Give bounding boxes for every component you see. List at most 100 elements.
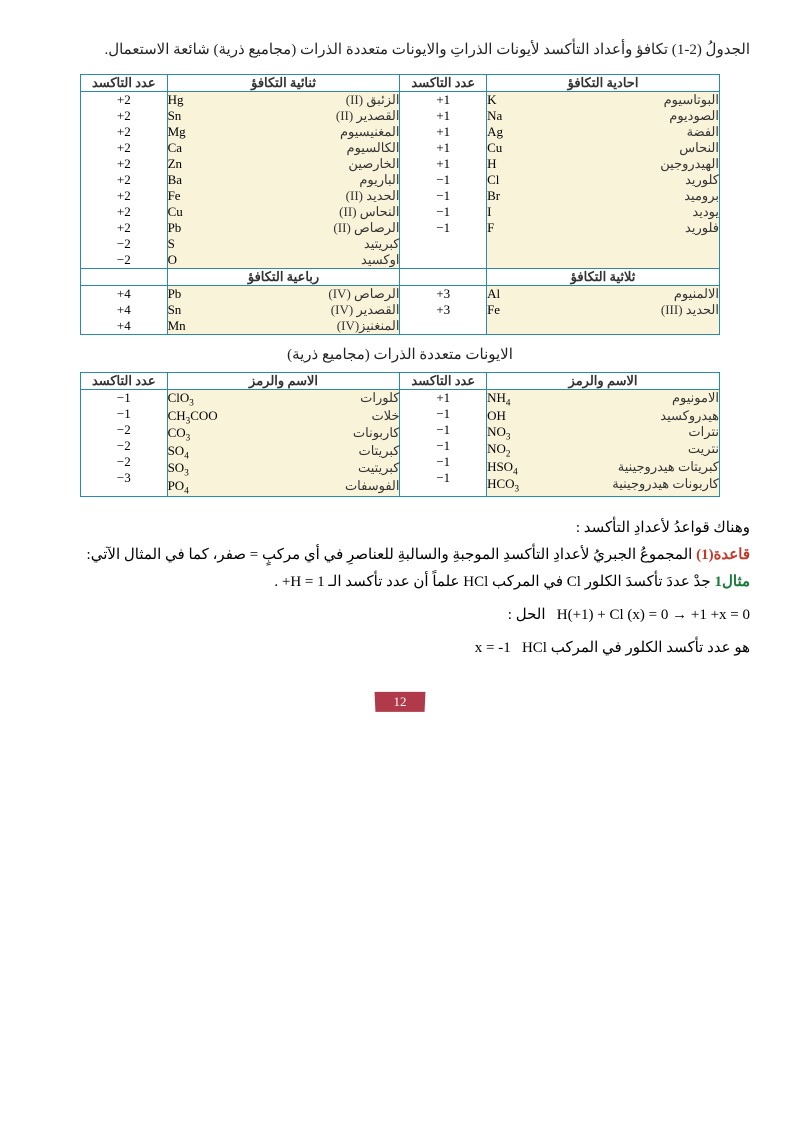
ox-col-monovalent: +1+1+1+1+1−1−1−1−1: [400, 92, 487, 269]
table-row: NO3نترات: [487, 424, 719, 442]
oxidation-number: +2: [81, 172, 167, 188]
page-number-badge: 12: [375, 691, 426, 711]
oxidation-number: −1: [400, 220, 486, 236]
element-name-ar: الالمنيوم: [532, 286, 719, 302]
oxidation-number: +2: [81, 220, 167, 236]
element-symbol: NO2: [487, 441, 532, 459]
example-1-line: مثال1 جدْ عددَ تأكسدَ الكلور Cl في المرك…: [50, 569, 750, 596]
element-symbol: F: [487, 220, 532, 236]
oxidation-number: −1: [81, 390, 167, 406]
element-name-ar: الباريوم: [213, 172, 400, 188]
table-row: Kالبوتاسيوم: [487, 92, 719, 108]
solution-result-ar: هو عدد تأكسد الكلور في المركب HCl: [522, 640, 750, 656]
oxidation-number: −1: [400, 188, 486, 204]
oxidation-number: +2: [81, 124, 167, 140]
element-symbol: Pb: [168, 220, 213, 236]
element-symbol: ClO3: [168, 390, 218, 408]
table-row: Feالحديد (II): [168, 188, 400, 204]
table-row: Clكلوريد: [487, 172, 719, 188]
oxidation-number: +2: [81, 140, 167, 156]
table-row: CH3COOخلات: [168, 408, 400, 426]
element-name-ar: القصدير (IV): [213, 302, 400, 318]
element-name-ar: كاربونات هيدروجينية: [532, 476, 719, 494]
element-name-ar: كبريتيت: [218, 460, 400, 478]
element-symbol: Mg: [168, 124, 213, 140]
oxidation-number: −1: [400, 422, 486, 438]
oxidation-number: −1: [400, 172, 486, 188]
element-symbol: H: [487, 156, 532, 172]
oxidation-number: −1: [400, 470, 486, 486]
hdr-ox2: عدد التاكسد: [81, 75, 168, 92]
hdr-poly-ox1: عدد التاكسد: [400, 373, 487, 390]
table-row: Agالفضة: [487, 124, 719, 140]
element-symbol: K: [487, 92, 532, 108]
table-row: Znالخارصين: [168, 156, 400, 172]
element-name-ar: الرصاص (II): [213, 220, 400, 236]
element-symbol: Fe: [487, 302, 532, 318]
element-name-ar: كبريتات هيدروجينية: [532, 459, 719, 477]
ox-col-poly-right: −1−1−2−2−2−3: [81, 390, 168, 497]
table-row: Iيوديد: [487, 204, 719, 220]
table-row: NH4الامونيوم: [487, 390, 719, 408]
element-symbol: HCO3: [487, 476, 532, 494]
oxidation-number: +2: [81, 188, 167, 204]
table-row: Cuالنحاس (II): [168, 204, 400, 220]
oxidation-number: +4: [81, 302, 167, 318]
hdr-trivalent: ثلاثية التكافؤ: [487, 269, 720, 286]
element-name-ar: النحاس: [532, 140, 719, 156]
element-symbol: NH4: [487, 390, 532, 408]
oxidation-number: +2: [81, 156, 167, 172]
table-row: Snالقصدير (II): [168, 108, 400, 124]
ox-col-poly-left: +1−1−1−1−1−1: [400, 390, 487, 497]
element-name-ar: النحاس (II): [213, 204, 400, 220]
oxidation-number: +4: [81, 286, 167, 302]
table-row: Hالهيدروجين: [487, 156, 719, 172]
polyatomic-title: الايونات متعددة الذرات (مجاميع ذرية): [50, 345, 750, 364]
element-symbol: NO3: [487, 424, 532, 442]
element-name-ar: هيدروكسيد: [532, 408, 719, 424]
oxidation-number: −2: [81, 454, 167, 470]
table-row: Mnالمنغنيز(IV): [168, 318, 400, 334]
table-row: Feالحديد (III): [487, 302, 719, 318]
hdr-poly-ox2: عدد التاكسد: [81, 373, 168, 390]
hdr-ox4: [81, 269, 168, 286]
element-name-ar: الحديد (III): [532, 302, 719, 318]
hdr-ox1: عدد التاكسد: [400, 75, 487, 92]
element-symbol: Sn: [168, 302, 213, 318]
element-name-ar: الخارصين: [213, 156, 400, 172]
oxidation-number: −2: [81, 252, 167, 268]
table-row: Sكبريتيد: [168, 236, 400, 252]
table-row: Mgالمغنيسيوم: [168, 124, 400, 140]
element-name-ar: نترات: [532, 424, 719, 442]
ox-col-divalent: +2+2+2+2+2+2+2+2+2−2−2: [81, 92, 168, 269]
data-col-tetravalent: Pbالرصاص (IV)Snالقصدير (IV)Mnالمنغنيز(IV…: [167, 286, 400, 335]
element-symbol: Cl: [487, 172, 532, 188]
element-name-ar: كبريتيد: [213, 236, 400, 252]
data-col-divalent: Hgالزئبق (II)Snالقصدير (II)MgالمغنيسيومC…: [167, 92, 400, 269]
element-name-ar: الهيدروجين: [532, 156, 719, 172]
oxidation-number: −1: [400, 454, 486, 470]
oxidation-number: +1: [400, 92, 486, 108]
element-name-ar: كلورات: [218, 390, 400, 408]
element-symbol: Ba: [168, 172, 213, 188]
solution-equation: H(+1) + Cl (x) = 0 → +1 +x = 0: [557, 607, 750, 623]
data-col-monovalent: KالبوتاسيومNaالصوديومAgالفضةCuالنحاسHاله…: [487, 92, 720, 269]
oxidation-number: −1: [400, 204, 486, 220]
element-name-ar: يوديد: [532, 204, 719, 220]
oxidation-number: +1: [400, 108, 486, 124]
ox-col-tetravalent: +4+4+4: [81, 286, 168, 335]
ox-col-trivalent: +3+3: [400, 286, 487, 335]
element-name-ar: كاربونات: [218, 425, 400, 443]
data-col-trivalent: AlالالمنيومFeالحديد (III): [487, 286, 720, 335]
oxidation-number: −1: [400, 438, 486, 454]
table-row: Snالقصدير (IV): [168, 302, 400, 318]
solution-line-2: x = -1 هو عدد تأكسد الكلور في المركب HCl: [50, 635, 750, 662]
element-symbol: Cu: [168, 204, 213, 220]
hdr-poly-name1: الاسم والرمز: [487, 373, 720, 390]
element-name-ar: خلات: [218, 408, 400, 426]
element-symbol: Hg: [168, 92, 213, 108]
element-name-ar: الصوديوم: [532, 108, 719, 124]
element-symbol: HSO4: [487, 459, 532, 477]
table-row: NO2نتريت: [487, 441, 719, 459]
table-row: OHهيدروكسيد: [487, 408, 719, 424]
